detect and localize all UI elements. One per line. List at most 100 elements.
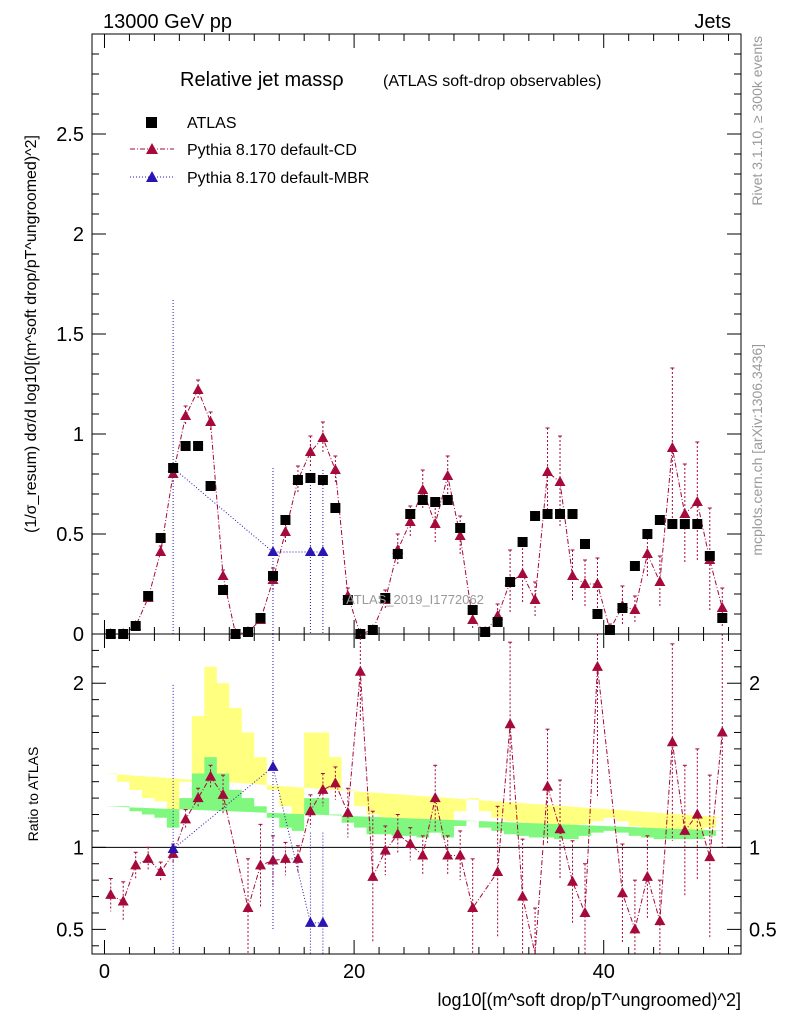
cd-marker (529, 594, 541, 604)
atlas-marker (330, 503, 341, 513)
legend-cd-marker (146, 143, 158, 154)
atlas-marker (317, 475, 328, 485)
cd-marker (404, 516, 416, 526)
bottom-panel: 0.5 0.51 12 20 20 40 Ratio to ATLAS log10[(m^… (25, 633, 777, 1010)
cd-marker (591, 578, 603, 588)
ratio-cd-marker (379, 844, 391, 855)
ratio-mbr-marker (167, 842, 179, 853)
ratio-cd-marker (254, 859, 266, 870)
ratio-cd-marker (629, 923, 641, 934)
cd-marker (180, 410, 192, 420)
ratio-cd-marker (704, 851, 716, 862)
x-axis-title: log10[(m^soft drop/pT^ungroomed)^2] (438, 990, 742, 1010)
chart-subtitle: (ATLAS soft-drop observables) (383, 73, 601, 90)
legend-item-cd: Pythia 8.170 default-CD (130, 142, 357, 159)
atlas-marker (567, 509, 578, 519)
atlas-marker (193, 441, 204, 451)
ratio-cd-marker (117, 895, 129, 906)
top-axis-ticks: 0 0.5 1 1.5 2 2.5 (56, 34, 741, 646)
atlas-marker (579, 539, 590, 549)
atlas-marker (517, 537, 528, 547)
cd-marker (155, 546, 167, 556)
ratio-cd-marker (130, 859, 142, 870)
cd-marker (691, 496, 703, 506)
cd-marker (567, 570, 579, 580)
cd-marker (454, 530, 466, 540)
mbr-series-line (172, 467, 323, 553)
ratio-cd-marker (155, 865, 167, 876)
cd-marker (467, 614, 479, 624)
ratio-cd-marker (542, 780, 554, 791)
atlas-marker (455, 523, 466, 533)
atlas-marker (542, 509, 553, 519)
cd-marker (217, 570, 229, 580)
ratio-cd-marker (504, 718, 516, 729)
legend-mbr-label: Pythia 8.170 default-MBR (187, 170, 369, 187)
ratio-axis-title: Ratio to ATLAS (25, 747, 41, 842)
atlas-marker (555, 509, 566, 519)
atlas-marker (255, 613, 266, 623)
legend-item-atlas: ATLAS (146, 115, 237, 132)
ratio-cd-marker (404, 838, 416, 849)
cd-marker (279, 526, 291, 536)
ratio-y-tick-label: 1 (73, 837, 84, 859)
top-data-layer (105, 300, 728, 639)
cd-marker (317, 432, 329, 442)
ratio-y-tick-label-right: 1 (749, 837, 760, 859)
legend: ATLAS Pythia 8.170 default-CD Pythia 8.1… (130, 115, 369, 187)
top-y-tick-label: 0 (73, 624, 84, 646)
cd-marker (517, 568, 529, 578)
atlas-marker (654, 515, 665, 525)
atlas-marker (667, 519, 678, 529)
atlas-marker (592, 609, 603, 619)
atlas-marker (617, 603, 628, 613)
atlas-marker (704, 551, 715, 561)
ratio-cd-marker (641, 870, 653, 881)
top-header: 13000 GeV pp Jets (103, 11, 731, 33)
atlas-marker (243, 627, 254, 637)
atlas-marker (692, 519, 703, 529)
ratio-cd-marker (392, 828, 404, 839)
bottom-axis-ticks: 0.5 0.51 12 20 20 40 (56, 634, 777, 983)
ratio-y-tick-label: 2 (73, 673, 84, 695)
atlas-marker (267, 571, 278, 581)
atlas-marker (480, 627, 491, 637)
ratio-cd-marker (354, 665, 366, 676)
cd-marker (654, 576, 666, 586)
y-axis-title: (1/σ_resum) dσ/d log10[(m^soft drop/pT^u… (23, 135, 40, 533)
ratio-cd-marker (367, 870, 379, 881)
ratio-cd-marker (342, 806, 354, 817)
ratio-cd-marker (666, 736, 678, 747)
ratio-cd-marker (105, 888, 117, 899)
ratio-cd-marker (304, 805, 316, 816)
ratio-cd-marker (317, 783, 329, 794)
top-y-tick-label: 1 (73, 424, 84, 446)
top-y-tick-label: 2 (73, 224, 84, 246)
cd-marker (304, 446, 316, 456)
cd-marker (429, 518, 441, 528)
atlas-marker (380, 593, 391, 603)
top-y-tick-label: 2.5 (56, 124, 84, 146)
ratio-outer-band (104, 666, 729, 833)
ratio-cd-marker (242, 902, 254, 913)
cd-marker (666, 442, 678, 452)
legend-item-mbr: Pythia 8.170 default-MBR (130, 170, 369, 187)
legend-mbr-marker (146, 171, 158, 182)
atlas-marker (679, 519, 690, 529)
x-tick-label: 20 (343, 961, 365, 983)
ratio-y-tick-label-right: 2 (749, 673, 760, 695)
atlas-marker (130, 621, 141, 631)
atlas-marker (530, 511, 541, 521)
atlas-marker (430, 497, 441, 507)
ratio-cd-marker (217, 788, 229, 799)
atlas-marker (180, 441, 191, 451)
cd-marker (579, 578, 591, 588)
ratio-mbr-marker (267, 760, 279, 771)
ratio-mbr-marker (304, 916, 316, 927)
atlas-marker (505, 577, 516, 587)
ratio-cd-marker (591, 660, 603, 671)
atlas-marker (467, 605, 478, 615)
cd-marker (442, 470, 454, 480)
atlas-marker (604, 625, 615, 635)
